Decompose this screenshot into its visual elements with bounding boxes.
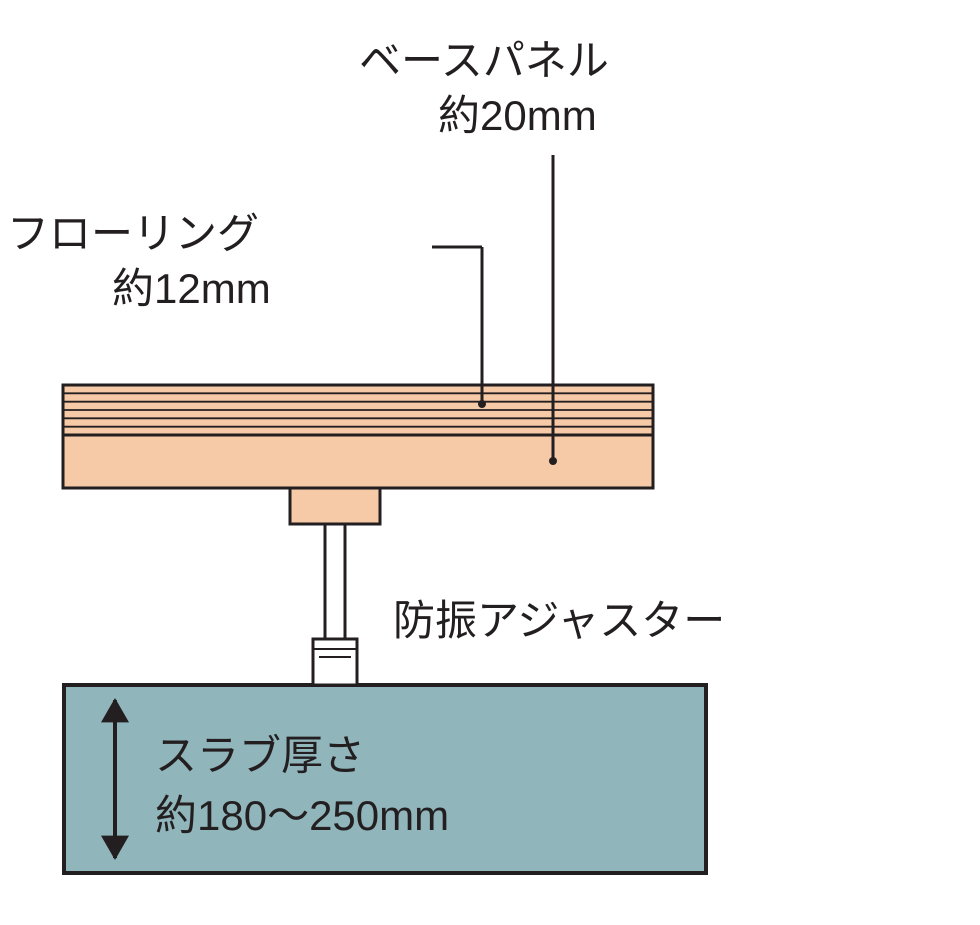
adjuster-rod bbox=[325, 524, 345, 639]
label-basepanel-line1: ベースパネル bbox=[359, 37, 609, 84]
label-slab-line1: スラブ厚さ bbox=[155, 732, 365, 779]
label-basepanel-line2: 約20mm bbox=[438, 92, 597, 139]
label-slab-line2: 約180～250mm bbox=[155, 792, 449, 839]
label-flooring-line2: 約12mm bbox=[112, 265, 271, 312]
adjuster-foot bbox=[313, 639, 357, 685]
base-panel-block bbox=[63, 435, 653, 488]
label-adjuster: 防振アジャスター bbox=[393, 597, 725, 644]
label-flooring-line1: フローリング bbox=[7, 210, 259, 257]
joist-block bbox=[290, 488, 380, 524]
slab-block bbox=[64, 685, 706, 873]
